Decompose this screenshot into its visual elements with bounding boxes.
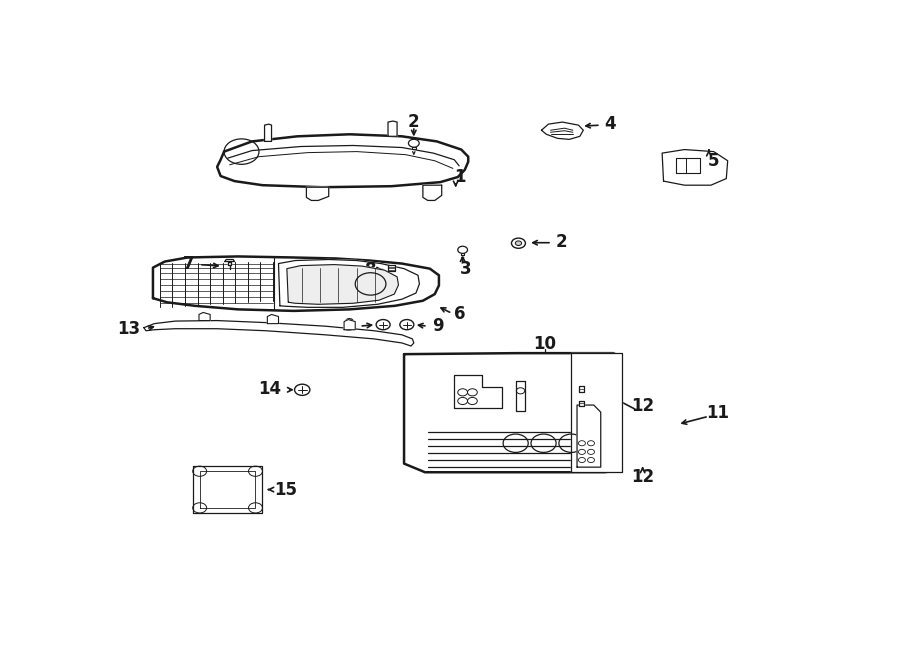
Text: 4: 4 <box>604 115 616 133</box>
Polygon shape <box>225 260 235 262</box>
Polygon shape <box>265 124 272 141</box>
Polygon shape <box>144 321 414 346</box>
Polygon shape <box>516 381 526 411</box>
Circle shape <box>294 384 310 395</box>
Text: 2: 2 <box>555 233 567 251</box>
Text: 3: 3 <box>460 260 472 278</box>
Text: 12: 12 <box>631 397 654 415</box>
Circle shape <box>409 139 419 147</box>
Text: 9: 9 <box>432 317 444 335</box>
Circle shape <box>400 319 414 330</box>
Polygon shape <box>229 262 231 264</box>
Text: 14: 14 <box>258 380 282 398</box>
Polygon shape <box>193 466 263 513</box>
Text: 1: 1 <box>454 168 465 186</box>
Polygon shape <box>572 353 622 472</box>
Text: 8: 8 <box>364 260 376 279</box>
Polygon shape <box>461 253 464 255</box>
Polygon shape <box>287 264 399 304</box>
Text: 5: 5 <box>708 152 719 170</box>
Polygon shape <box>217 134 468 187</box>
Circle shape <box>511 238 526 249</box>
Text: 15: 15 <box>274 481 297 498</box>
Polygon shape <box>577 405 601 467</box>
Text: 9: 9 <box>344 317 356 335</box>
Polygon shape <box>389 265 394 271</box>
Polygon shape <box>579 386 584 392</box>
Polygon shape <box>199 313 211 321</box>
Polygon shape <box>662 149 728 185</box>
Circle shape <box>516 241 522 245</box>
Polygon shape <box>344 319 356 330</box>
Polygon shape <box>306 187 328 200</box>
Polygon shape <box>404 353 620 472</box>
Text: 13: 13 <box>117 320 140 338</box>
Polygon shape <box>388 121 397 136</box>
Polygon shape <box>423 185 442 200</box>
Polygon shape <box>412 147 416 149</box>
Text: 10: 10 <box>534 335 556 353</box>
Polygon shape <box>454 375 501 408</box>
Polygon shape <box>542 122 583 139</box>
Text: 2: 2 <box>408 113 419 131</box>
Polygon shape <box>579 401 584 406</box>
Text: 7: 7 <box>184 254 194 272</box>
Polygon shape <box>153 256 439 311</box>
Text: 6: 6 <box>454 305 466 323</box>
Text: 11: 11 <box>706 404 729 422</box>
Circle shape <box>376 319 390 330</box>
Polygon shape <box>267 315 278 324</box>
Polygon shape <box>278 260 419 307</box>
Text: 12: 12 <box>631 469 654 486</box>
Polygon shape <box>676 158 700 173</box>
Circle shape <box>458 247 467 253</box>
